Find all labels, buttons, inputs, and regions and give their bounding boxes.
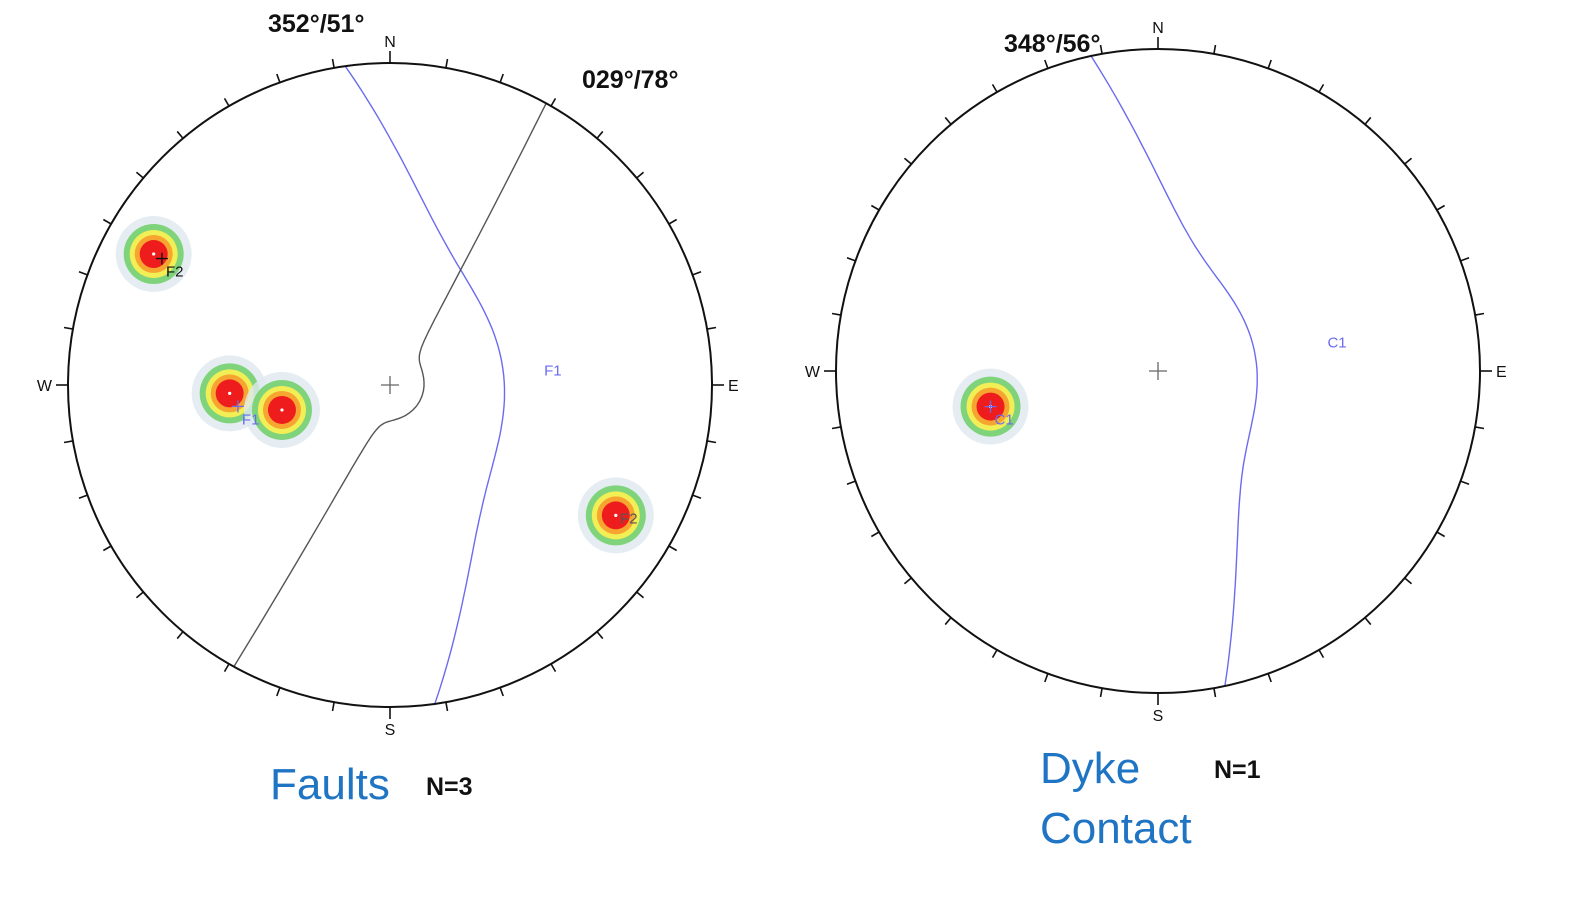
dir-label-s: S [385,722,396,739]
plane-label-c1: 348°/56° [1004,30,1101,58]
great-circle-label-c1: C1 [1327,334,1346,351]
stereonet-faults: F1 F2 F1 F2 N S E W [37,34,739,739]
azimuth-ticks [56,51,724,719]
density-contours [115,216,654,554]
stereonet-dyke: C1 C1 N S E W [805,20,1507,725]
svg-text:F1: F1 [242,411,260,428]
dir-label-e: E [1496,364,1507,381]
density-spot-2 [243,371,320,448]
plane-label-f1: 352°/51° [268,10,365,38]
dir-label-w: W [37,378,53,395]
density-spot-3 [115,216,192,293]
center-cross [381,376,399,394]
azimuth-ticks [824,37,1492,705]
dir-label-w: W [805,364,821,381]
great-circle-f1 [344,65,506,705]
great-circle-label-f1: F1 [544,363,562,380]
svg-text:C1: C1 [995,412,1014,429]
dir-label-n: N [1152,20,1164,37]
plane-label-f2: 029°/78° [582,66,679,94]
great-circle-c1 [1090,55,1258,687]
great-circle-label-f2: F2 [620,510,638,527]
caption-faults: Faults [270,760,390,809]
center-cross [1149,362,1167,380]
dir-label-n: N [384,34,396,51]
pole-f2: F2 [155,252,184,281]
svg-text:F2: F2 [166,264,184,281]
great-circle-f2 [233,103,547,667]
caption-dyke-line2: Contact [1040,804,1192,853]
dir-label-e: E [728,378,739,395]
caption-dyke-line1: Dyke [1040,744,1141,793]
pole-f1: F1 [231,400,260,428]
density-spot-4 [577,477,654,554]
count-dyke: N=1 [1214,756,1261,784]
dir-label-s: S [1153,708,1164,725]
count-faults: N=3 [426,773,473,801]
pole-c1: C1 [984,400,1014,429]
